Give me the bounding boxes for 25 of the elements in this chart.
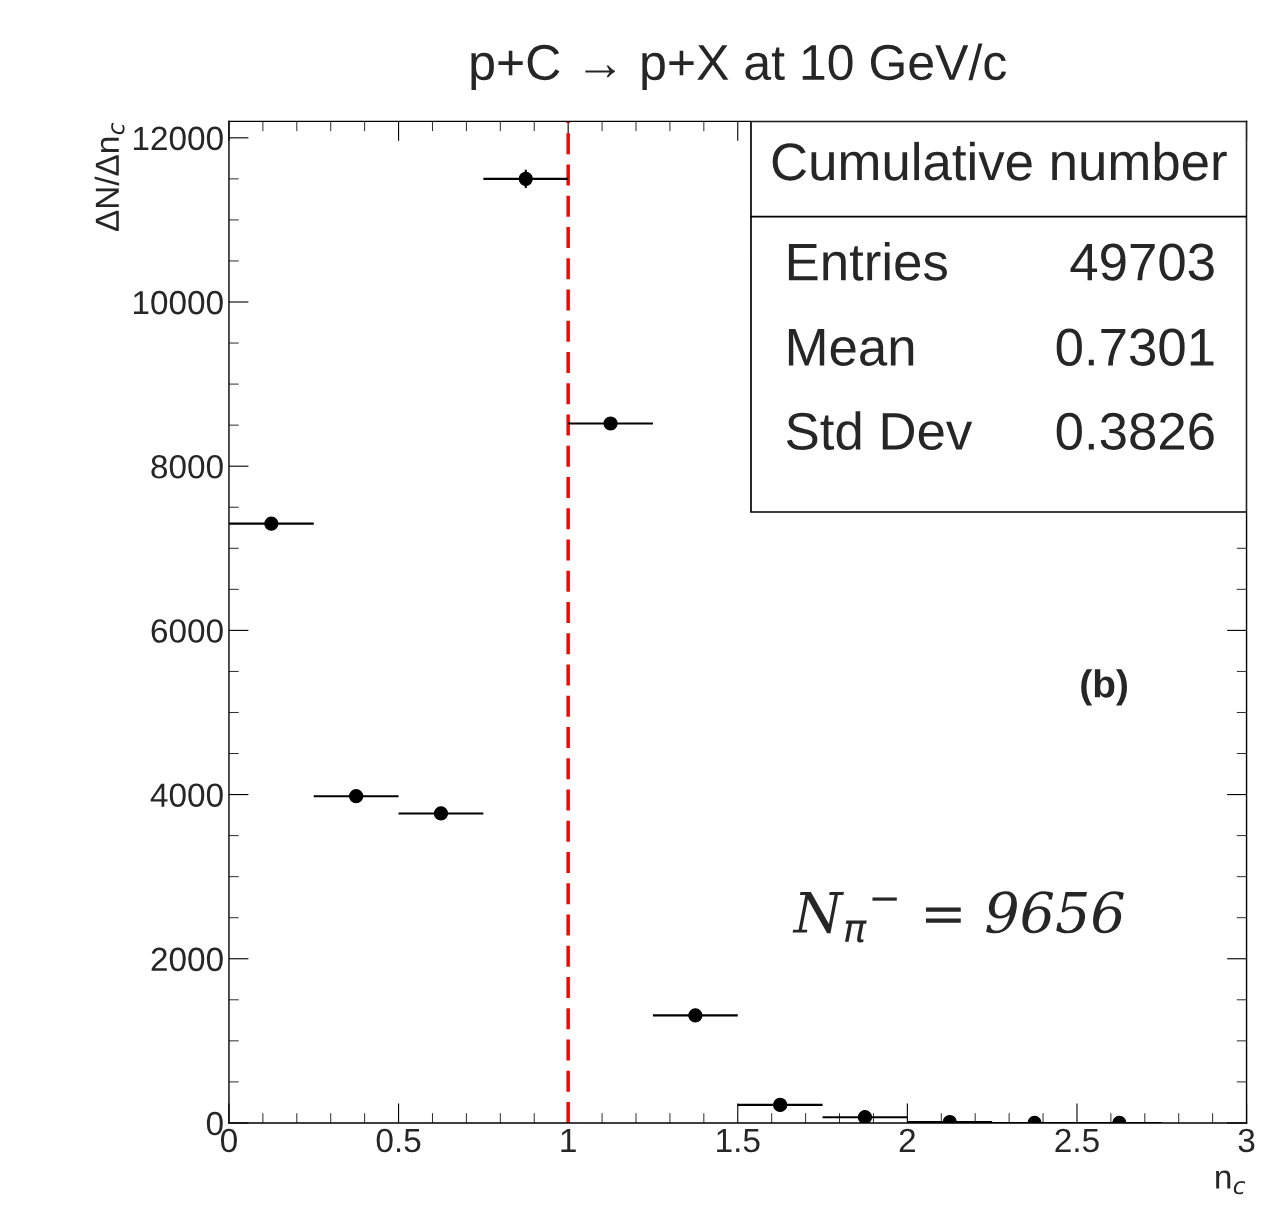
annotation: (b) xyxy=(1081,669,1127,706)
x-tick-label: 3 xyxy=(1238,1128,1255,1153)
x-tick-label: 2.5 xyxy=(1055,1128,1099,1153)
x-axis-title: n$_{c}$ xyxy=(1216,1170,1246,1195)
y-tick-label: 2000 xyxy=(151,947,223,972)
y-tick-label: 0 xyxy=(206,1111,223,1136)
annotation: Std Dev xyxy=(786,411,973,451)
chart-title: p+C → p+X at 10 GeV/c xyxy=(471,43,1007,91)
y-tick-label: 8000 xyxy=(151,455,223,479)
annotation: Mean xyxy=(788,329,914,366)
annotation: Cumulative number xyxy=(772,141,1227,181)
x-tick-label: 1 xyxy=(561,1129,576,1152)
annotation: N$_{π}$$^{−}$ = 9656 xyxy=(792,891,1124,943)
x-tick-label: 2 xyxy=(899,1128,915,1152)
annotation: 0.3826 xyxy=(1056,412,1214,451)
y-tick-label: 6000 xyxy=(151,619,223,643)
y-tick-label: 12000 xyxy=(133,126,223,151)
annotation: Entries xyxy=(788,242,947,281)
y-tick-label: 10000 xyxy=(133,290,223,315)
y-axis-title: ΔN/Δn$_{c}$ xyxy=(94,122,125,232)
annotation: 49703 xyxy=(1070,243,1214,281)
y-tick-label: 4000 xyxy=(150,783,223,807)
x-tick-label: 1.5 xyxy=(717,1129,760,1153)
annotation: 0.7301 xyxy=(1056,328,1214,366)
x-tick-label: 0.5 xyxy=(376,1128,421,1153)
